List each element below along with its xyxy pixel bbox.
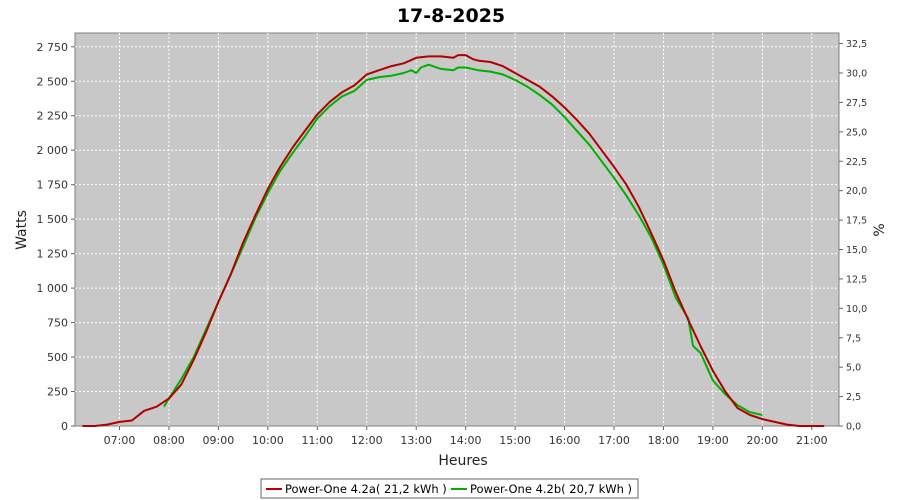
chart-title: 17-8-2025 (397, 5, 505, 27)
x-tick-label: 09:00 (203, 434, 235, 447)
x-tick-label: 18:00 (648, 434, 680, 447)
y2-tick-label: 32,5 (846, 39, 867, 50)
legend: Power-One 4.2a( 21,2 kWh ) Power-One 4.2… (260, 478, 639, 499)
y2-axis-label: % (872, 223, 888, 236)
y-tick-label: 1 750 (37, 179, 69, 192)
x-tick-label: 10:00 (252, 434, 284, 447)
y2-tick-label: 5,0 (846, 363, 861, 374)
y-tick-label: 1 000 (37, 282, 69, 295)
y-tick-label: 0 (61, 420, 68, 433)
x-tick-label: 11:00 (301, 434, 333, 447)
y-tick-label: 2 250 (37, 110, 69, 123)
series-line-power-one-4-2a (82, 54, 825, 427)
x-tick-label: 17:00 (598, 434, 630, 447)
x-tick-label: 16:00 (549, 434, 581, 447)
y2-tick-label: 22,5 (846, 157, 867, 168)
y-tick-label: 500 (47, 351, 68, 364)
x-tick-label: 13:00 (400, 434, 432, 447)
x-tick-label: 20:00 (747, 434, 779, 447)
grid-lines (75, 33, 839, 426)
y2-tick-label: 30,0 (846, 69, 867, 80)
plot-area (74, 32, 840, 427)
legend-box (260, 478, 639, 499)
y2-tick-label: 0,0 (846, 422, 861, 433)
series-layer (82, 54, 825, 427)
y2-tick-label: 15,0 (846, 245, 867, 256)
y-axis-label: Watts (14, 210, 30, 250)
y-tick-label: 1 250 (37, 248, 69, 261)
y2-tick-label: 25,0 (846, 127, 867, 138)
y2-tick-label: 17,5 (846, 216, 867, 227)
y-tick-label: 250 (47, 386, 68, 399)
y-tick-label: 750 (47, 317, 68, 330)
y2-tick-label: 7,5 (846, 333, 861, 344)
x-tick-label: 08:00 (153, 434, 185, 447)
x-tick-label: 14:00 (450, 434, 482, 447)
x-tick-label: 21:00 (796, 434, 828, 447)
legend-label-series-a: Power-One 4.2a( 21,2 kWh ) (285, 482, 447, 496)
y2-tick-label: 10,0 (846, 304, 867, 315)
y-tick-label: 2 000 (37, 144, 69, 157)
x-axis-label: Heures (438, 453, 487, 469)
x-tick-label: 19:00 (697, 434, 729, 447)
legend-label-series-b: Power-One 4.2b( 20,7 kWh ) (470, 482, 632, 496)
y2-tick-label: 12,5 (846, 274, 867, 285)
y2-tick-label: 27,5 (846, 98, 867, 109)
y2-tick-label: 2,5 (846, 392, 861, 403)
y2-tick-label: 20,0 (846, 186, 867, 197)
x-tick-label: 12:00 (351, 434, 383, 447)
x-tick-label: 07:00 (104, 434, 136, 447)
y-tick-label: 2 750 (37, 41, 69, 54)
y-tick-label: 2 500 (37, 75, 69, 88)
axes: 07:00 08:00 09:00 10:00 11:00 12:00 13:00 14:00… (37, 39, 868, 447)
y-tick-label: 1 500 (37, 213, 69, 226)
x-tick-label: 15:00 (499, 434, 531, 447)
series-line-power-one-4-2b (163, 63, 763, 416)
